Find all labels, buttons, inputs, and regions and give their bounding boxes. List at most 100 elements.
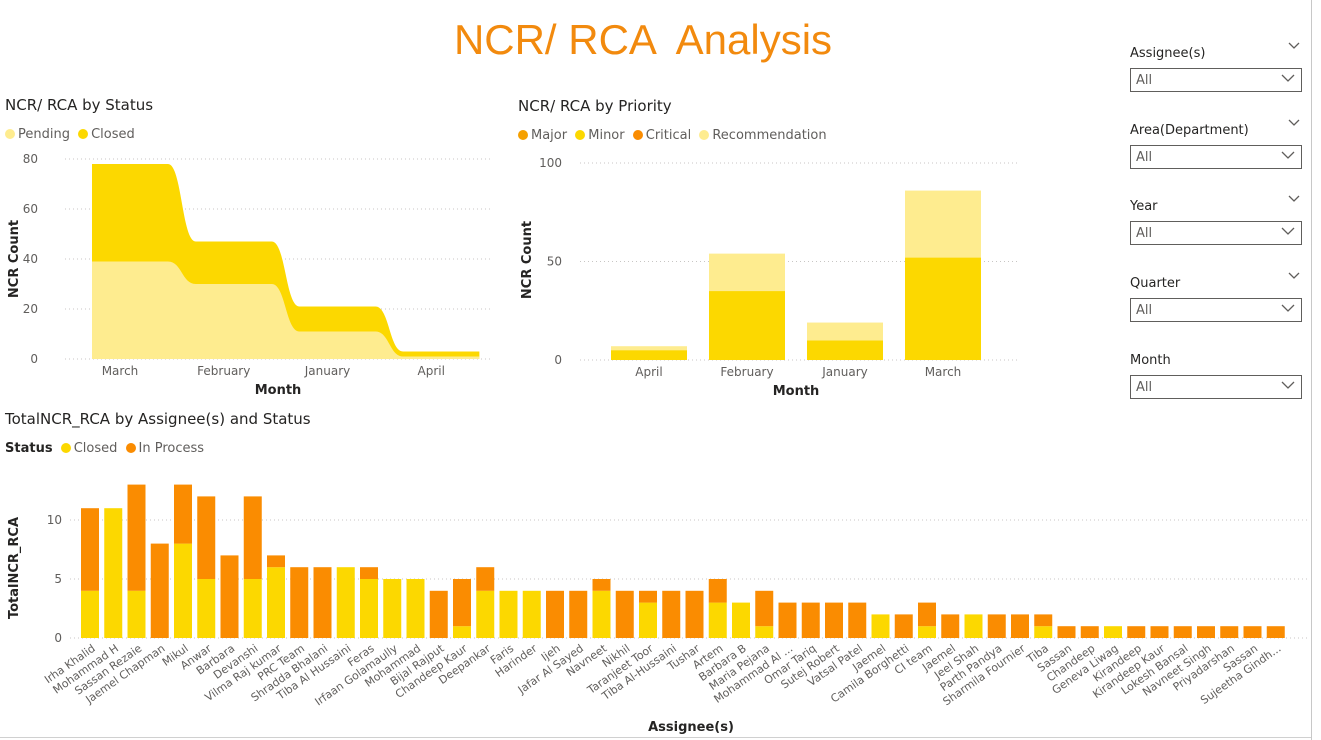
assignee-bar-closed [918, 626, 936, 638]
slicer-value-assignee: All [1136, 73, 1153, 88]
assignee-bar-in-process [569, 590, 588, 638]
legend-item-minor[interactable]: Minor [575, 128, 625, 143]
assignee-chart-title: TotalNCR_RCA by Assignee(s) and Status [5, 410, 311, 428]
assignee-bar-in-process [825, 602, 843, 638]
assignee-bar-in-process [987, 614, 1006, 638]
priority-bar-minor [709, 291, 785, 360]
assignee-bar-in-process [1057, 626, 1076, 638]
page-title: NCR/ RCA Analysis [453, 16, 833, 63]
y-axis-title: TotalNCR_RCA [7, 517, 22, 619]
pending-area [92, 261, 480, 359]
y-tick-label: 0 [554, 353, 562, 367]
chevron-down-icon[interactable] [1288, 195, 1300, 203]
assignee-bar-closed [1034, 626, 1053, 638]
assignee-bar-in-process [592, 579, 611, 591]
slicer-title-month: Month [1130, 353, 1171, 368]
y-tick-label: 5 [54, 572, 62, 586]
assignee-bar-in-process [662, 590, 681, 638]
assignee-bar-closed [336, 567, 355, 638]
legend-label-closed: Closed [91, 127, 135, 142]
legend-dot-recommendation [699, 130, 710, 140]
legend-item-in-process[interactable]: In Process [125, 441, 204, 456]
x-tick-label: April [635, 365, 662, 379]
slicer-value-area: All [1136, 150, 1153, 165]
assignee-bar-closed [453, 626, 471, 638]
legend-item-recommendation[interactable]: Recommendation [699, 128, 827, 143]
assignee-bar-in-process [1150, 626, 1169, 638]
y-tick-label: 50 [547, 255, 562, 269]
legend-item-closed[interactable]: Closed [78, 127, 135, 142]
assignee-bar-in-process [1080, 626, 1099, 638]
assignee-bar-in-process [267, 555, 285, 568]
assignee-bar-closed [197, 579, 216, 638]
x-tick-label: March [102, 364, 139, 378]
assignee-bar-closed [755, 626, 774, 638]
assignee-bar-in-process [1034, 614, 1053, 627]
assignee-bar-in-process [848, 602, 867, 638]
x-tick-label: January [304, 364, 351, 378]
y-tick-label: 80 [23, 152, 38, 166]
legend-item-critical[interactable]: Critical [632, 128, 691, 143]
legend-dot-pending [5, 129, 15, 139]
slicer-dropdown-month[interactable]: All [1130, 375, 1302, 399]
assignee-bar-in-process [1173, 626, 1192, 638]
assignee-bar-in-process [941, 614, 960, 638]
assignee-bar-in-process [894, 614, 913, 638]
slicer-dropdown-area[interactable]: All [1130, 145, 1302, 169]
priority-bar-recommendation [611, 346, 687, 351]
chevron-down-icon [1281, 304, 1295, 312]
priority-chart[interactable]: 0 50 100 April February January March Month NCR … [510, 150, 1030, 400]
legend-dot-in-process [125, 443, 136, 453]
assignee-bar-in-process [755, 590, 774, 627]
x-tick-label: February [720, 365, 773, 379]
slicer-title-quarter: Quarter [1130, 276, 1181, 291]
y-tick-label: 10 [47, 513, 62, 527]
chevron-down-icon[interactable] [1288, 272, 1300, 280]
slicer-area: Area(Department) All [1130, 119, 1306, 169]
slicer-dropdown-assignee[interactable]: All [1130, 68, 1302, 92]
slicer-dropdown-year[interactable]: All [1130, 221, 1302, 245]
chevron-down-icon[interactable] [1288, 42, 1300, 50]
x-tick-label: April [418, 364, 445, 378]
status-chart[interactable]: 0 20 40 60 80 March February January April Month N… [0, 150, 490, 400]
assignee-bar-in-process [220, 555, 239, 638]
assignee-bar-in-process [453, 579, 471, 627]
x-axis-title: Assignee(s) [648, 720, 734, 735]
y-tick-label: 0 [54, 631, 62, 645]
slicer-dropdown-quarter[interactable]: All [1130, 298, 1302, 322]
assignee-bar-in-process [708, 579, 727, 603]
assignee-bar-closed [104, 508, 123, 638]
assignee-bar-in-process [1127, 626, 1146, 638]
slicer-value-year: All [1136, 226, 1153, 241]
assignee-bar-closed [964, 614, 983, 638]
assignee-bar-closed [708, 602, 727, 638]
assignee-bar-in-process [243, 496, 262, 579]
status-bar-pending [299, 331, 376, 359]
legend-dot-major [518, 130, 528, 140]
legend-item-closed-status[interactable]: Closed [60, 441, 117, 456]
x-tick-label: March [925, 365, 962, 379]
bottom-border [0, 737, 1311, 738]
priority-bar-minor [807, 340, 883, 360]
status-bar-closed [403, 351, 480, 357]
assignee-bar-in-process [1197, 626, 1215, 638]
y-axis-title: NCR Count [520, 221, 535, 299]
assignee-bar-closed [592, 590, 611, 638]
legend-item-pending[interactable]: Pending [5, 127, 70, 142]
legend-item-major[interactable]: Major [518, 128, 567, 143]
chevron-down-icon[interactable] [1288, 119, 1300, 127]
assignee-bar-closed [476, 590, 495, 638]
assignee-bar-in-process [476, 567, 495, 591]
slicer-title-assignee: Assignee(s) [1130, 46, 1206, 61]
assignee-bar-in-process [639, 590, 657, 603]
status-bar-pending [403, 356, 480, 359]
legend-title-status: Status [5, 441, 53, 456]
status-bar-closed [299, 306, 376, 332]
assignee-bar-closed [174, 543, 192, 638]
assignee-bar-closed [383, 579, 402, 638]
chevron-down-icon [1281, 151, 1295, 159]
assignee-bar-in-process [918, 602, 936, 627]
chevron-down-icon [1281, 381, 1295, 389]
x-tick-label: February [197, 364, 250, 378]
